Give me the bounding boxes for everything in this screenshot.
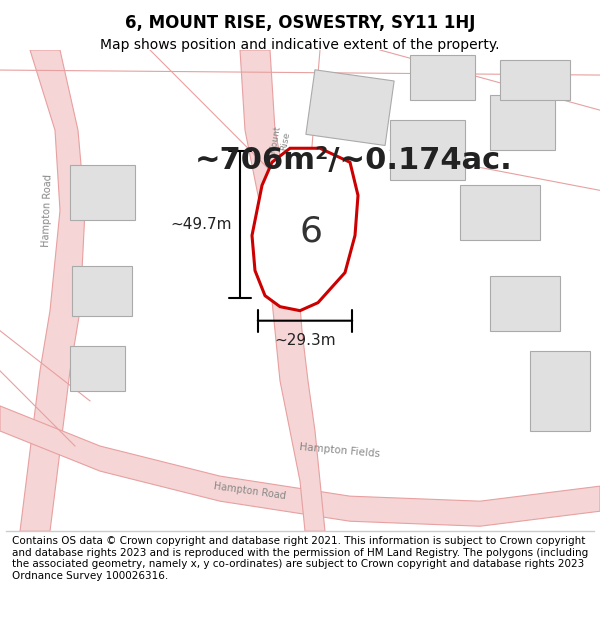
FancyBboxPatch shape xyxy=(390,120,465,181)
Text: Mount
Rise: Mount Rise xyxy=(268,124,292,156)
Text: 6: 6 xyxy=(300,214,323,248)
Text: ~29.3m: ~29.3m xyxy=(274,332,336,348)
Text: Hampton Road: Hampton Road xyxy=(213,481,287,501)
Text: Hampton Road: Hampton Road xyxy=(41,174,53,247)
Polygon shape xyxy=(20,50,85,531)
Text: Map shows position and indicative extent of the property.: Map shows position and indicative extent… xyxy=(100,38,500,51)
FancyBboxPatch shape xyxy=(306,70,394,146)
Polygon shape xyxy=(252,148,358,311)
Polygon shape xyxy=(0,406,600,526)
FancyBboxPatch shape xyxy=(410,55,475,100)
Text: ~706m²/~0.174ac.: ~706m²/~0.174ac. xyxy=(195,146,513,175)
FancyBboxPatch shape xyxy=(490,276,560,331)
Text: Contains OS data © Crown copyright and database right 2021. This information is : Contains OS data © Crown copyright and d… xyxy=(12,536,588,581)
FancyBboxPatch shape xyxy=(72,266,132,316)
FancyBboxPatch shape xyxy=(460,186,540,241)
FancyBboxPatch shape xyxy=(500,60,570,100)
FancyBboxPatch shape xyxy=(490,95,555,150)
Polygon shape xyxy=(240,50,325,531)
FancyBboxPatch shape xyxy=(70,165,135,221)
Text: 6, MOUNT RISE, OSWESTRY, SY11 1HJ: 6, MOUNT RISE, OSWESTRY, SY11 1HJ xyxy=(125,14,475,32)
FancyBboxPatch shape xyxy=(70,346,125,391)
FancyBboxPatch shape xyxy=(530,351,590,431)
Text: ~49.7m: ~49.7m xyxy=(170,217,232,232)
Text: Hampton Fields: Hampton Fields xyxy=(299,442,381,459)
